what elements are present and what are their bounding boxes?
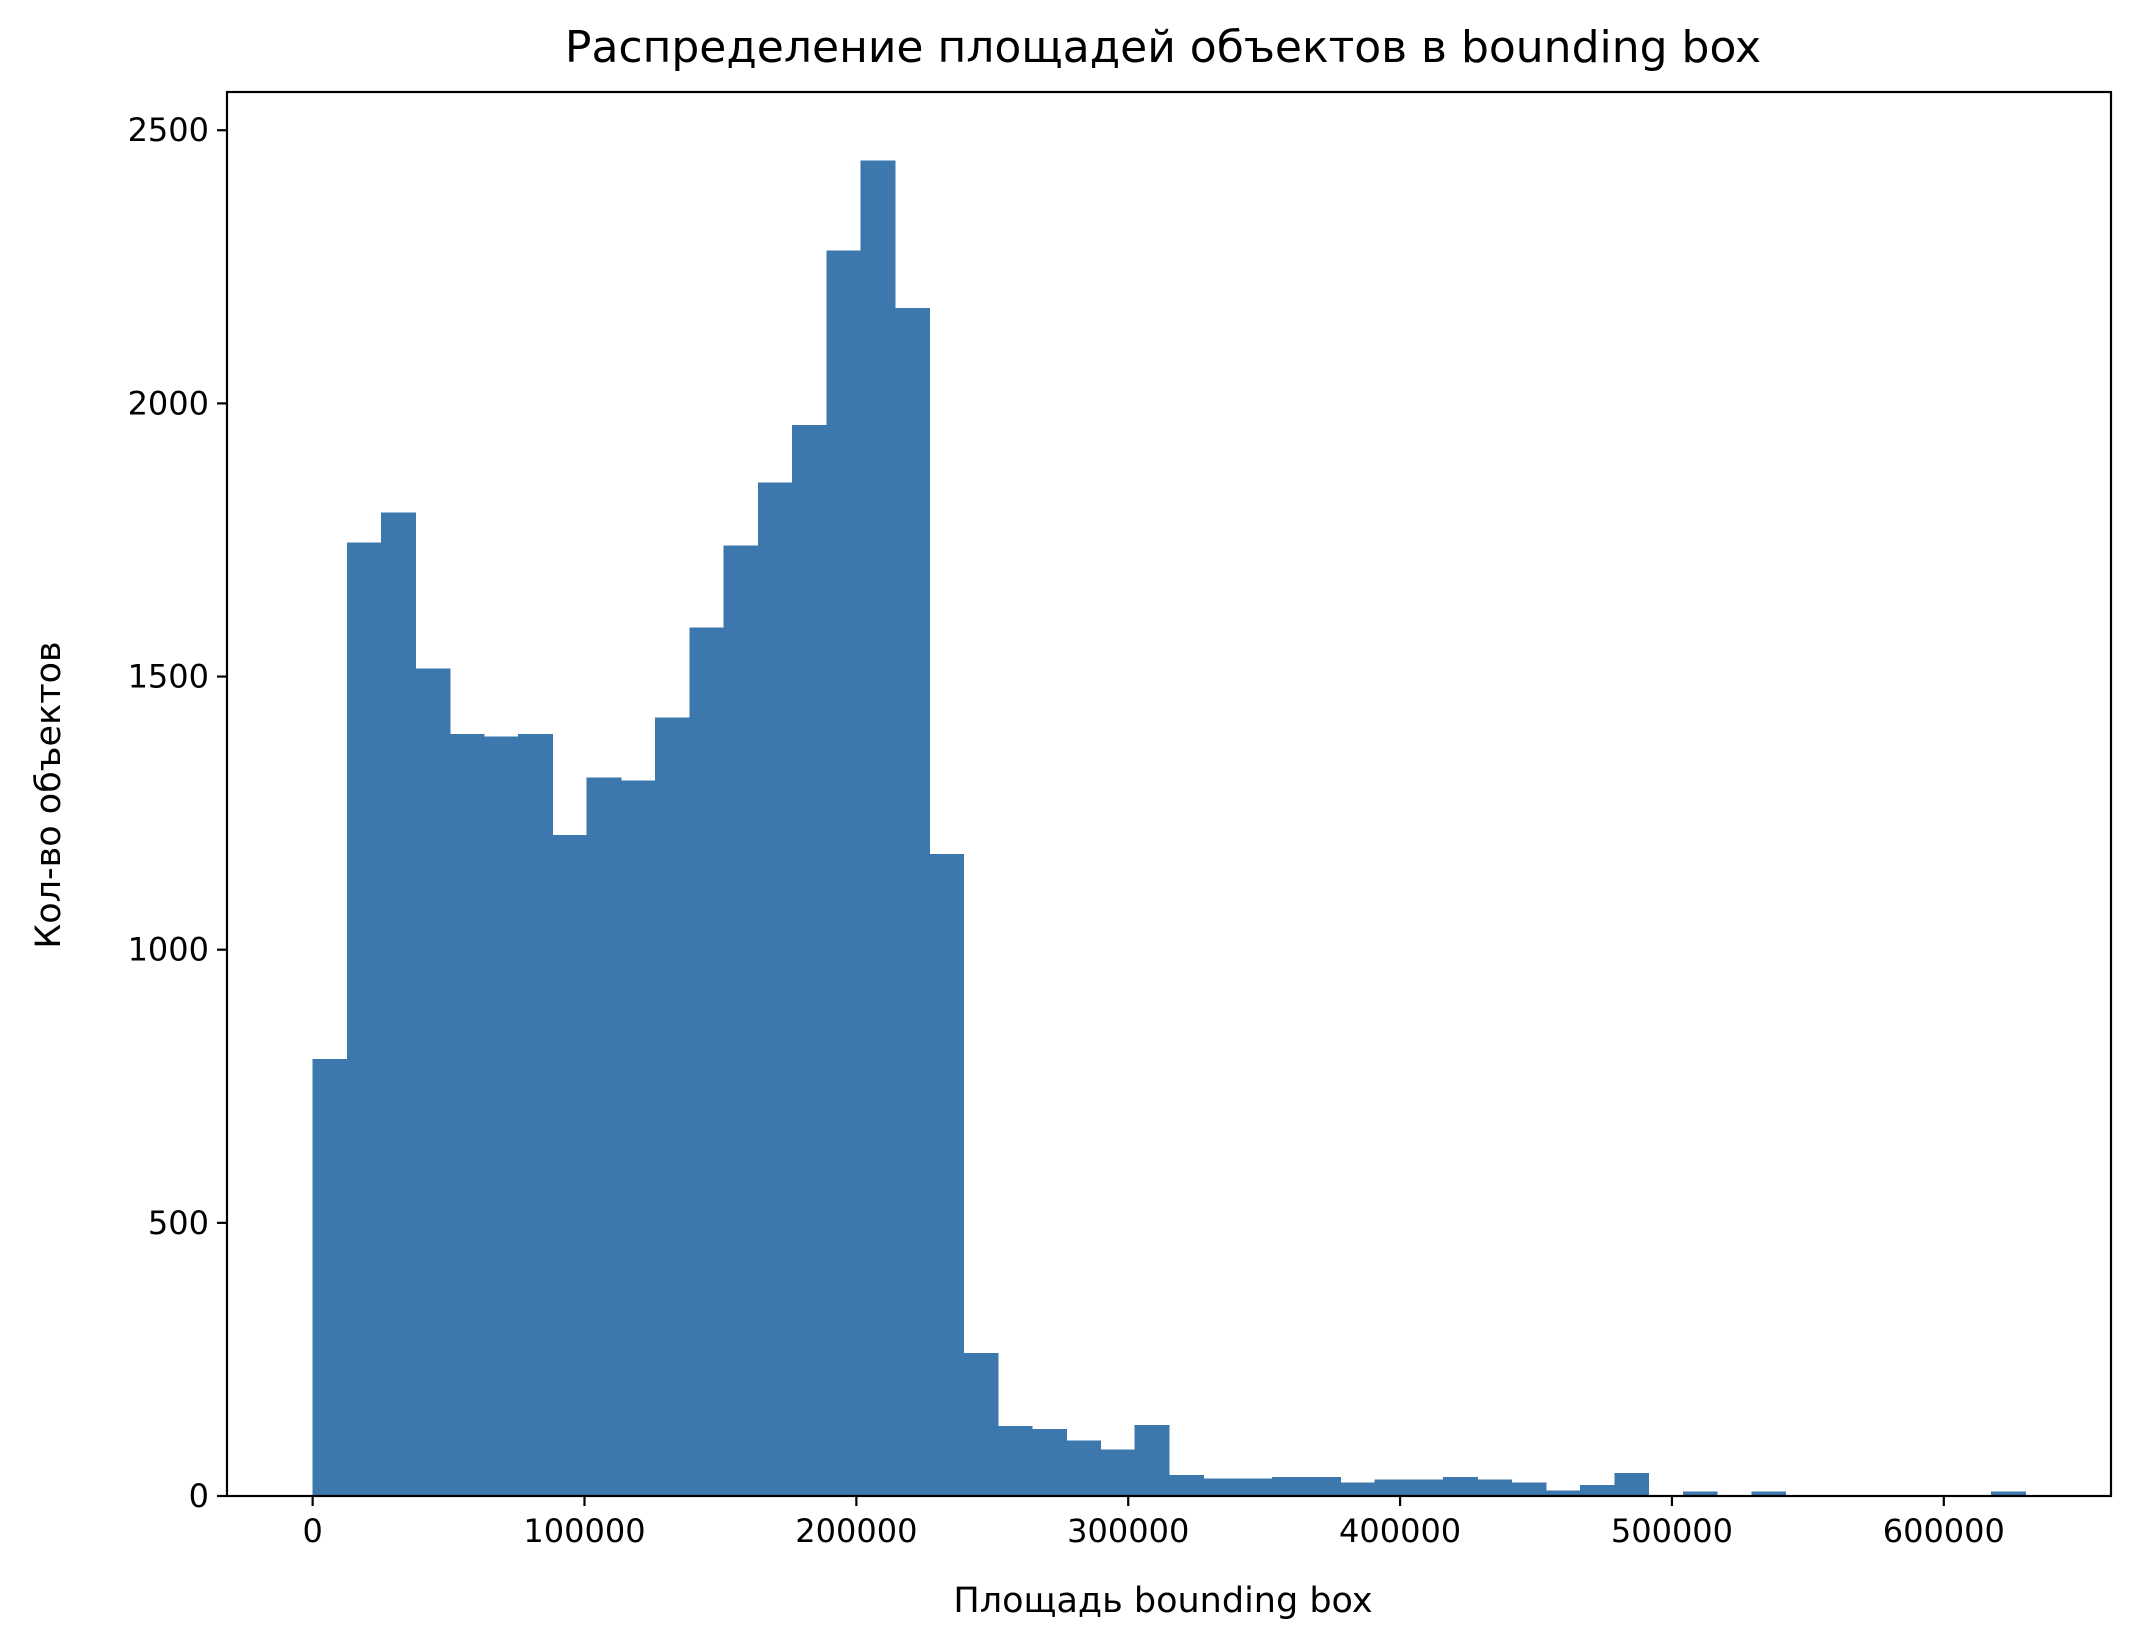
histogram-bar (620, 780, 656, 1496)
histogram-bar (1614, 1473, 1650, 1496)
histogram-bar (1237, 1478, 1273, 1496)
histogram-bar (1443, 1476, 1478, 1496)
histogram-bar (997, 1426, 1033, 1496)
x-tick-label: 400000 (1339, 1512, 1461, 1550)
x-axis-label: Площадь bounding box (953, 1581, 1372, 1621)
histogram-bar (1477, 1479, 1513, 1496)
histogram-bar (1271, 1476, 1307, 1496)
histogram-bar (1751, 1491, 1787, 1496)
x-tick-label: 200000 (795, 1512, 917, 1550)
x-axis-ticks: 0 100000 200000 300000 400000 500000 600000 (302, 1496, 2005, 1550)
x-tick-label: 100000 (523, 1512, 645, 1550)
histogram-bar (1545, 1490, 1581, 1496)
histogram-bar (552, 834, 588, 1496)
histogram-bar (1134, 1424, 1170, 1496)
histogram-bar (312, 1058, 348, 1496)
histogram-bar (449, 733, 485, 1496)
x-tick-label: 600000 (1883, 1512, 2005, 1550)
histogram-bar (1031, 1428, 1067, 1496)
histogram-bar (483, 736, 519, 1496)
x-tick-label: 0 (302, 1512, 322, 1550)
histogram-bar (894, 307, 930, 1496)
histogram-bar (586, 777, 622, 1496)
x-tick-label: 300000 (1067, 1512, 1189, 1550)
histogram-bar (689, 627, 725, 1496)
histogram-bar (1169, 1475, 1204, 1496)
y-tick-label: 2500 (128, 111, 209, 149)
histogram-bar (757, 482, 793, 1496)
y-axis-label: Кол-во объектов (29, 641, 69, 948)
histogram-bar (415, 668, 451, 1496)
histogram-bar (723, 545, 759, 1496)
histogram-bar (655, 717, 691, 1496)
histogram-bar (1100, 1449, 1136, 1496)
axes-frame (225, 90, 2113, 1498)
histogram-bar (1203, 1478, 1239, 1496)
plot-frame (225, 90, 2113, 1498)
histogram-bar (346, 542, 382, 1496)
chart-title: Распределение площадей объектов в boundi… (565, 22, 1761, 73)
y-tick-label: 2000 (128, 384, 209, 422)
histogram-bar (792, 425, 828, 1497)
histogram-bar (826, 250, 862, 1497)
y-tick-label: 0 (189, 1477, 209, 1515)
histogram-bar (860, 160, 896, 1496)
histogram-bar (1306, 1476, 1341, 1496)
histogram-bar (929, 854, 965, 1496)
y-tick-label: 1500 (128, 658, 209, 696)
histogram-bar (1408, 1479, 1444, 1496)
histogram-bar (1340, 1482, 1376, 1496)
x-tick-label: 500000 (1611, 1512, 1733, 1550)
y-tick-label: 1000 (128, 931, 209, 969)
histogram-bar (1991, 1491, 2026, 1496)
histogram-bars (312, 160, 2026, 1497)
histogram-bar (1511, 1482, 1547, 1496)
histogram-bar (1682, 1491, 1718, 1496)
histogram-bar (1580, 1485, 1615, 1496)
histogram-bar (1066, 1440, 1102, 1496)
histogram-bar (381, 512, 416, 1496)
y-tick-label: 500 (148, 1204, 209, 1242)
histogram-bar (518, 733, 554, 1496)
histogram-bar (1374, 1479, 1410, 1496)
y-axis-ticks: 0 500 1000 1500 2000 2500 (128, 111, 227, 1515)
histogram-bar (963, 1352, 999, 1496)
